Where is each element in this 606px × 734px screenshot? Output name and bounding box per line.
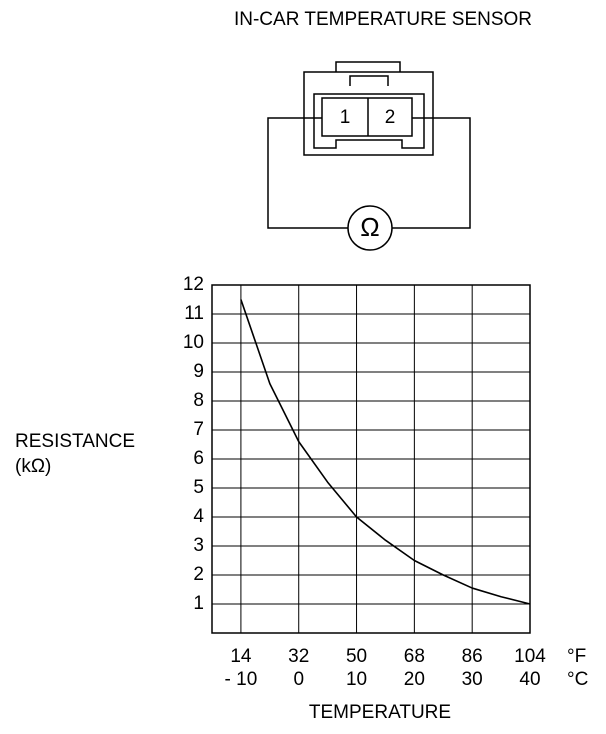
y-tick-label: 8 xyxy=(193,390,204,411)
diagram-title: IN-CAR TEMPERATURE SENSOR xyxy=(234,9,532,30)
x2-tick-label: 32 xyxy=(288,646,309,667)
y-tick-label: 5 xyxy=(193,477,204,498)
y-tick-label: 2 xyxy=(193,564,204,585)
pin-label: 2 xyxy=(385,107,396,128)
y-tick-label: 6 xyxy=(193,448,204,469)
y-tick-label: 10 xyxy=(183,332,204,353)
x2-tick-label: 104 xyxy=(514,646,546,667)
y-tick-label: 3 xyxy=(193,535,204,556)
x-tick-label: - 10 xyxy=(225,669,258,690)
x-unit: °C xyxy=(567,669,588,690)
x2-tick-label: 68 xyxy=(404,646,425,667)
ohmmeter-symbol: Ω xyxy=(360,212,379,242)
x2-tick-label: 50 xyxy=(346,646,367,667)
y-tick-label: 9 xyxy=(193,361,204,382)
x-axis-label: TEMPERATURE xyxy=(309,702,451,723)
x2-tick-label: 14 xyxy=(230,646,252,667)
x-tick-label: 0 xyxy=(293,669,304,690)
y-tick-label: 12 xyxy=(183,274,204,295)
x-tick-label: 40 xyxy=(519,669,540,690)
connector xyxy=(267,61,471,251)
x-tick-label: 20 xyxy=(404,669,425,690)
y-axis-label: (kΩ) xyxy=(15,456,51,477)
y-axis-label: RESISTANCE xyxy=(15,431,135,452)
x2-tick-label: 86 xyxy=(462,646,483,667)
y-tick-label: 4 xyxy=(193,506,204,527)
y-tick-label: 1 xyxy=(193,593,204,614)
x-tick-label: 30 xyxy=(462,669,483,690)
x-tick-label: 10 xyxy=(346,669,367,690)
x2-unit: °F xyxy=(567,646,586,667)
y-tick-label: 11 xyxy=(184,303,204,324)
data-line xyxy=(240,299,531,605)
pin-label: 1 xyxy=(340,107,351,128)
y-tick-label: 7 xyxy=(193,419,204,440)
